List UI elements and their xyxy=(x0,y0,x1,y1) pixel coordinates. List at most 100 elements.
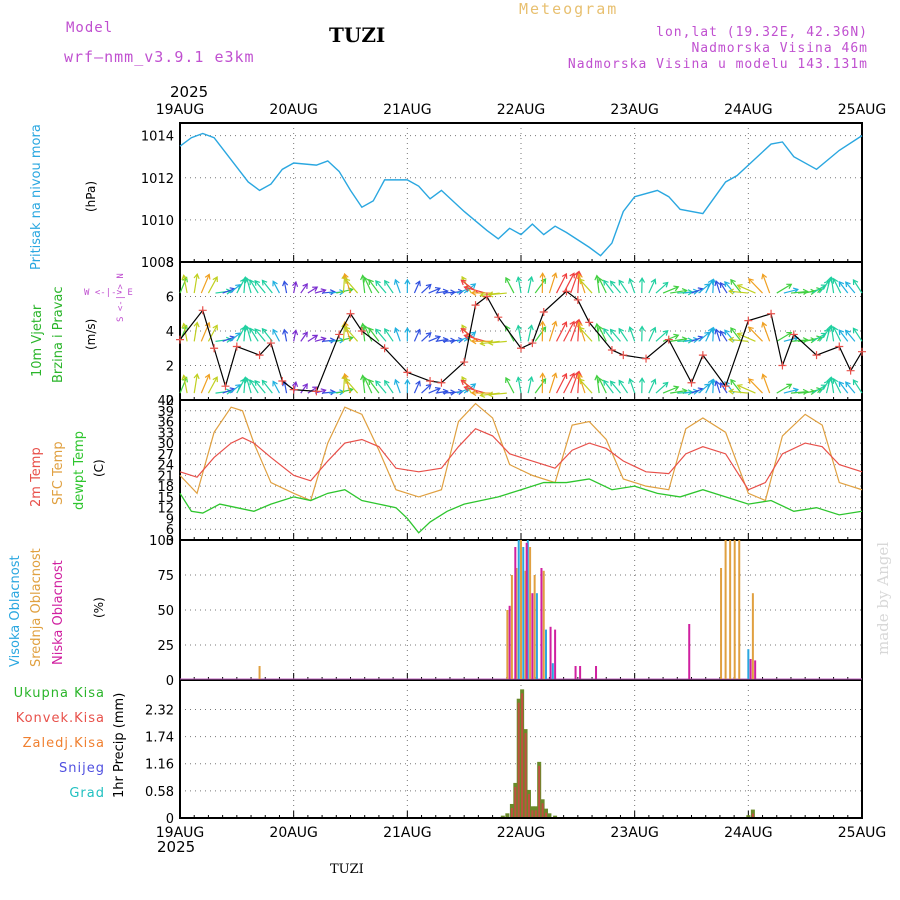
lonlat-label: lon,lat (19.32E, 42.36N) xyxy=(656,25,868,40)
wind-arrow xyxy=(712,327,715,342)
wind-arrow xyxy=(193,374,198,394)
wind-arrow xyxy=(435,290,448,294)
wind-arrow-head xyxy=(479,340,486,347)
wind-arrow xyxy=(344,326,359,342)
wind-arrow xyxy=(413,381,421,394)
wind-arrow xyxy=(193,274,198,294)
wind-arrow xyxy=(712,279,715,294)
wind-arrow-head xyxy=(249,279,255,286)
cloud-bar-srednja xyxy=(524,570,527,679)
wind-arrow xyxy=(375,328,387,342)
wind-arrow-head xyxy=(470,338,477,345)
wind-arrow xyxy=(729,290,749,294)
wind-arrow-head xyxy=(312,286,319,292)
wind-arrow xyxy=(236,278,246,294)
wind-arrow-head xyxy=(603,279,609,286)
wind-arrow xyxy=(456,336,471,342)
wind-arrow-head xyxy=(292,280,299,287)
wind-arrow xyxy=(833,378,842,394)
x-tick-label-bottom: 24AUG xyxy=(724,825,773,841)
wind-arrow-head xyxy=(368,278,374,285)
wind-arrow xyxy=(293,330,297,342)
wind-arrow-head xyxy=(577,272,583,280)
wind-arrow-head xyxy=(515,376,522,383)
wind-arrow-head xyxy=(638,325,646,332)
wind-gust-marker xyxy=(687,378,696,387)
wind-arrow-head xyxy=(470,331,477,338)
pressure-line xyxy=(179,132,863,257)
wind-arrow-head xyxy=(404,326,411,333)
wind-arrow xyxy=(830,325,835,342)
wind-arrow xyxy=(283,281,288,294)
wind-arrow-head xyxy=(415,280,421,287)
wind-arrow-head xyxy=(730,278,736,285)
wind-arrow-head xyxy=(539,372,546,378)
precip-bar-total xyxy=(505,813,510,817)
wind-arrow-head xyxy=(204,373,211,380)
wind-arrow xyxy=(456,387,471,394)
wind-gust-marker xyxy=(585,318,594,327)
wind-arrow-head xyxy=(434,286,442,293)
wind-gust-marker xyxy=(835,342,844,351)
y-tick-label: 50 xyxy=(157,604,174,619)
wind-arrow xyxy=(534,378,547,394)
wind-arrow-head xyxy=(415,380,421,387)
y-tick-label: 6 xyxy=(166,291,174,306)
wind-arrow-head xyxy=(786,283,793,289)
wind-gust-marker xyxy=(471,301,480,310)
wind-arrow xyxy=(229,384,241,394)
wind-gust-marker xyxy=(198,306,207,315)
wind-arrow-head xyxy=(736,332,743,339)
wind-arrow xyxy=(662,286,679,294)
x-tick-label-top: 24AUG xyxy=(724,102,773,118)
wind-arrow-head xyxy=(193,373,200,380)
precip-bar-conv xyxy=(531,810,534,817)
wind-arrow xyxy=(249,379,259,394)
wind-arrow xyxy=(830,377,835,394)
wind-arrow-head xyxy=(425,283,432,290)
wind-arrow-head xyxy=(368,327,374,334)
wind-arrow xyxy=(261,280,273,294)
precip-bar-conv xyxy=(534,810,537,817)
wind-arrow-head xyxy=(792,387,799,394)
wind-arrow xyxy=(505,277,515,294)
wind-arrow-head xyxy=(415,328,421,335)
dewpt-temp-line xyxy=(179,478,863,534)
wind-arrow xyxy=(222,388,235,394)
wind-arrow-head xyxy=(707,278,714,285)
wind-arrow-head xyxy=(730,378,736,385)
wind-arrow xyxy=(730,279,742,294)
wind-arrow-head xyxy=(761,321,768,328)
wind-arrow xyxy=(655,330,669,342)
wind-arrow-head xyxy=(463,385,470,392)
wind-arrow xyxy=(548,373,557,394)
wind-arrow xyxy=(384,380,394,394)
wind-arrow xyxy=(618,328,629,342)
wind-arrow xyxy=(783,388,799,394)
wind-arrow xyxy=(527,276,533,294)
wind-arrow-head xyxy=(181,274,188,281)
wind-arrow xyxy=(343,373,352,394)
wind-arrow xyxy=(715,280,721,294)
wind-gust-marker xyxy=(789,330,798,339)
cloud-bar-niska xyxy=(525,542,528,679)
y-tick-label: 1010 xyxy=(141,214,174,229)
precip-snow-title: Snijeg xyxy=(59,761,105,776)
wind-arrow-head xyxy=(650,278,657,285)
y-tick-label: 3 xyxy=(166,534,174,549)
cloud-bar-visoka xyxy=(522,547,525,679)
wind-arrow xyxy=(563,373,575,394)
wind-arrow xyxy=(838,281,849,294)
cloud-bar-niska xyxy=(554,629,557,679)
cloud-bar-srednja xyxy=(751,593,754,679)
cloud-bar-niska xyxy=(595,666,598,679)
wind-gust-marker xyxy=(255,351,264,360)
wind-arrow xyxy=(207,325,218,342)
wind-arrow xyxy=(598,377,607,394)
wind-arrow-head xyxy=(724,329,730,336)
wind-arrow xyxy=(236,378,246,394)
wind-arrow-head xyxy=(527,275,534,282)
wind-arrow-head xyxy=(575,270,582,277)
cloud-bar-visoka xyxy=(517,540,520,679)
wind-arrow-head xyxy=(838,380,845,387)
